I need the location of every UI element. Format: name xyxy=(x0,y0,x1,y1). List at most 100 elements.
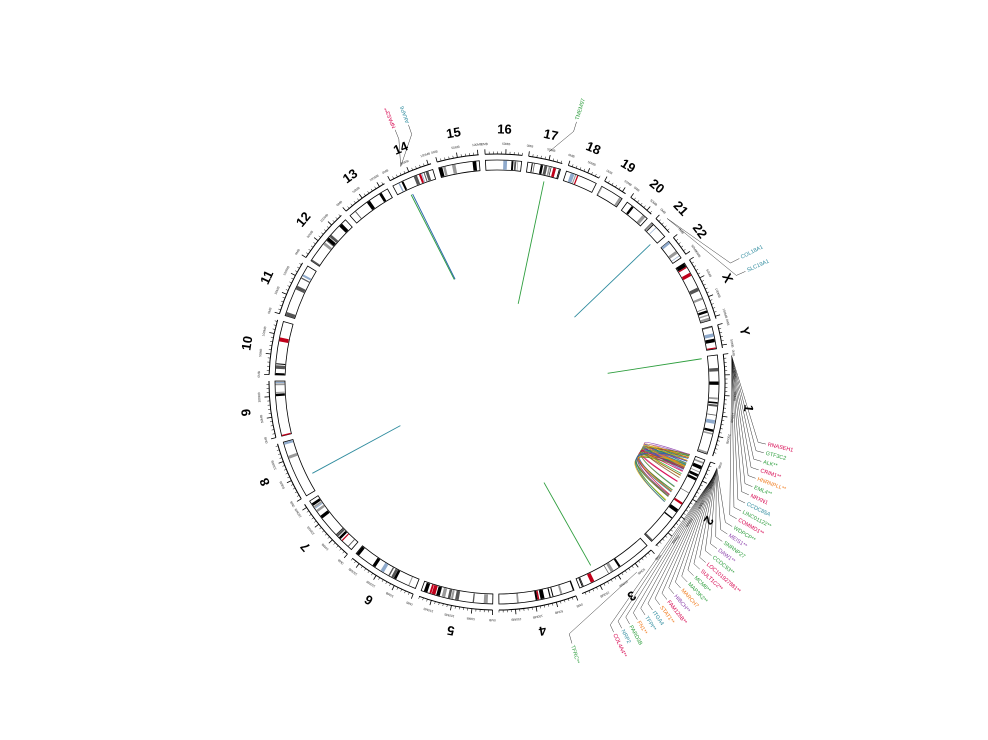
gene-label: TMEM97 xyxy=(575,98,587,121)
cytoband xyxy=(275,391,285,394)
axis-tick xyxy=(389,583,391,586)
cytoband xyxy=(538,164,544,175)
axis-tick xyxy=(299,263,302,265)
gene-connector xyxy=(693,471,716,570)
axis-tick xyxy=(339,548,342,551)
axis-tick xyxy=(295,270,298,273)
axis-tick xyxy=(695,269,699,271)
cytoband xyxy=(429,584,434,594)
axis-tick xyxy=(290,484,294,486)
axis-tick xyxy=(269,332,275,334)
axis-tick xyxy=(410,593,414,599)
axis-tick xyxy=(354,560,357,564)
chromosome-12 xyxy=(310,219,353,267)
axis-tick xyxy=(294,491,298,494)
chromosome-band-bg xyxy=(701,325,717,351)
axis-tick xyxy=(711,303,714,305)
tick-label: 0MB xyxy=(336,200,344,207)
cytoband xyxy=(676,263,687,272)
gene-label: AKAP6 xyxy=(400,105,411,124)
axis-tick xyxy=(296,495,300,497)
axis-tick xyxy=(355,563,360,568)
axis-tick xyxy=(670,529,673,532)
cytoband xyxy=(393,570,401,580)
axis-tick xyxy=(422,597,424,601)
axis-tick xyxy=(275,445,279,447)
tick-label: 150MB xyxy=(730,412,735,423)
tick-label: 50MB xyxy=(649,198,658,206)
chromosome-label: 5 xyxy=(446,623,456,639)
axis-tick xyxy=(599,585,603,590)
axis-tick xyxy=(567,160,571,166)
cytoband xyxy=(510,160,514,171)
chromosome-22 xyxy=(660,240,682,265)
axis-tick xyxy=(289,281,292,284)
axis-tick xyxy=(438,602,440,606)
axis-tick xyxy=(628,568,631,571)
axis-tick xyxy=(442,603,444,607)
axis-tick xyxy=(291,277,294,280)
axis-tick xyxy=(287,285,290,287)
axis-tick xyxy=(607,581,609,584)
cytoband xyxy=(423,582,431,593)
tick-label: 0MB xyxy=(263,436,268,443)
chromosome-2 xyxy=(644,455,706,542)
tick-label: 150MB xyxy=(685,517,694,528)
cytoband xyxy=(472,161,478,171)
axis-tick xyxy=(434,601,436,604)
cytoband xyxy=(547,588,551,598)
tick-label: 50MB xyxy=(502,142,510,146)
cytoband xyxy=(436,586,443,596)
chromosome-label: 18 xyxy=(584,138,603,157)
chromosome-10 xyxy=(274,320,294,376)
cytoband xyxy=(542,165,548,176)
tick-label: 0MB xyxy=(717,462,723,470)
chromosome-7 xyxy=(309,495,359,551)
tick-label: 0MB xyxy=(606,169,614,176)
gene-connector xyxy=(731,358,746,504)
cytoband xyxy=(285,312,296,319)
axis-tick xyxy=(719,332,723,334)
axis-tick xyxy=(690,502,693,505)
axis-tick xyxy=(470,608,473,614)
axis-tick xyxy=(664,225,667,228)
axis-tick xyxy=(403,171,406,174)
axis-tick xyxy=(376,182,380,187)
cytoband xyxy=(708,403,718,407)
axis-tick xyxy=(683,249,686,251)
axis-tick xyxy=(318,235,321,238)
axis-tick xyxy=(370,188,373,192)
cytoband xyxy=(702,326,712,330)
tick-label: 50MB xyxy=(623,179,632,187)
axis-tick xyxy=(332,220,335,223)
cytoband xyxy=(614,197,622,207)
axis-tick xyxy=(392,176,394,179)
chromosome-axis xyxy=(712,354,726,457)
chromosome-label: 11 xyxy=(257,268,276,287)
chromosome-label: 22 xyxy=(690,221,711,242)
cytoband xyxy=(703,431,713,435)
cytoband xyxy=(401,181,408,191)
cytoband xyxy=(356,546,365,556)
axis-tick xyxy=(631,565,634,568)
axis-tick xyxy=(419,164,421,168)
axis-tick xyxy=(302,507,307,511)
gene-connector xyxy=(400,124,412,167)
cytoband xyxy=(678,266,687,273)
chromosome-axis xyxy=(268,319,279,375)
gene-connector xyxy=(675,472,715,589)
chromosome-16 xyxy=(484,159,523,172)
chromosome-band-bg xyxy=(274,380,292,437)
axis-tick xyxy=(644,555,647,558)
chromosome-label: 8 xyxy=(256,476,273,489)
axis-tick xyxy=(310,245,314,248)
axis-tick xyxy=(665,535,668,538)
axis-tick xyxy=(444,157,446,161)
cytoband xyxy=(408,576,413,586)
gene-connector xyxy=(654,474,715,606)
links-layer xyxy=(312,181,702,566)
cytoband xyxy=(546,166,551,176)
axis-tick xyxy=(712,307,716,309)
cytoband xyxy=(706,347,716,350)
cytoband xyxy=(556,169,560,179)
